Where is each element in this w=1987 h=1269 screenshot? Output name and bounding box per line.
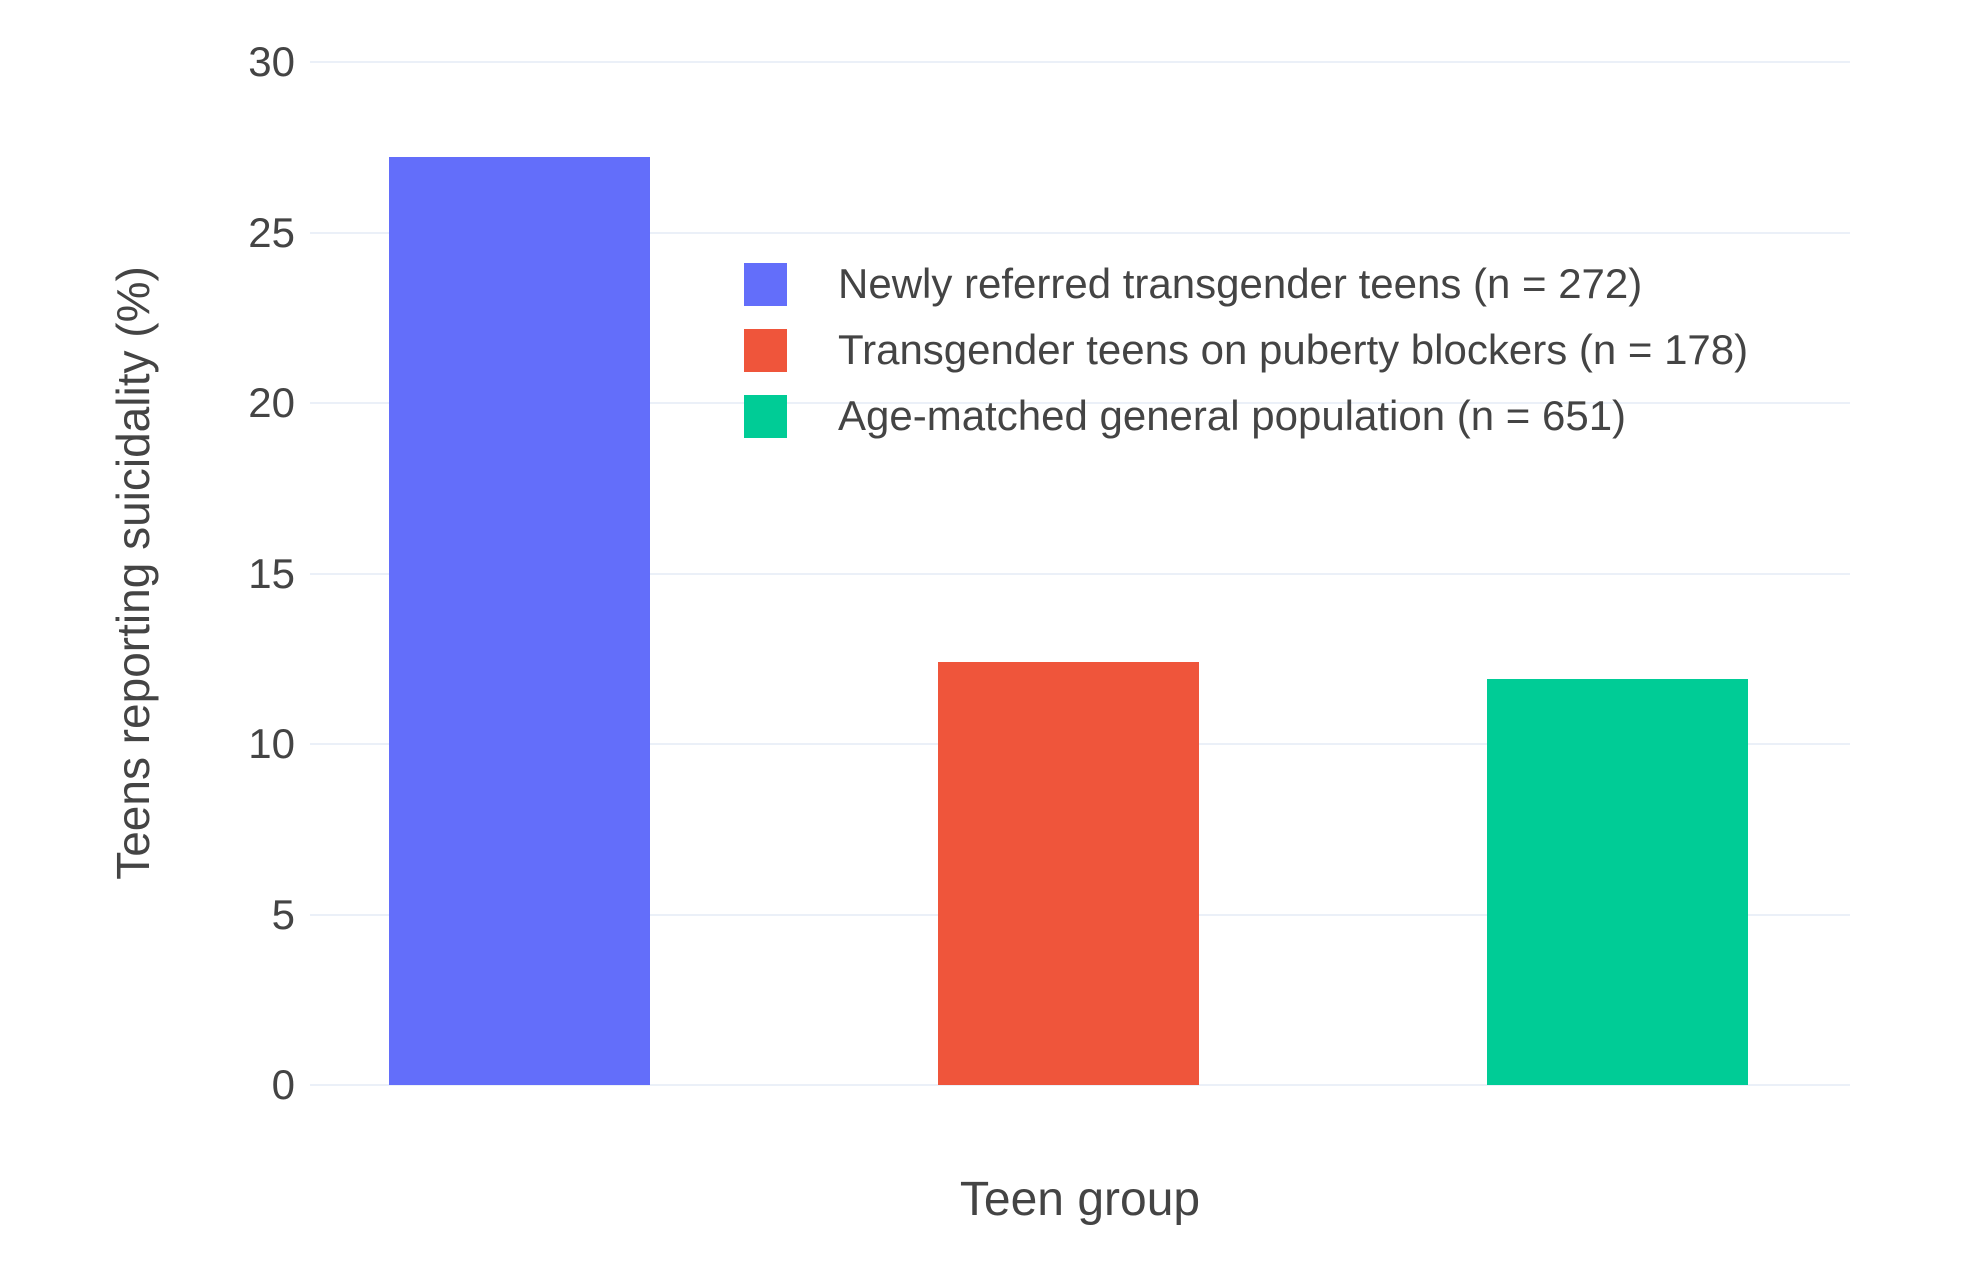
gridline-y-25: [310, 231, 1850, 234]
y-tick-label-25: 25: [248, 208, 295, 256]
legend-item-1[interactable]: Transgender teens on puberty blockers (n…: [744, 317, 1748, 383]
bar-0[interactable]: [388, 157, 650, 1085]
legend-label: Newly referred transgender teens (n = 27…: [838, 260, 1643, 307]
gridline-y-15: [310, 572, 1850, 575]
gridline-y-30: [310, 61, 1850, 63]
plot-area: [310, 61, 1850, 1086]
legend-label: Age-matched general population (n = 651): [838, 392, 1627, 439]
legend-label: Transgender teens on puberty blockers (n…: [838, 326, 1749, 373]
legend: Newly referred transgender teens (n = 27…: [744, 251, 1748, 449]
legend-color-swatch-icon: [744, 328, 787, 372]
x-axis-title: Teen group: [959, 1173, 1201, 1226]
y-tick-label-15: 15: [248, 549, 295, 597]
legend-item-0[interactable]: Newly referred transgender teens (n = 27…: [744, 251, 1748, 317]
legend-item-2[interactable]: Age-matched general population (n = 651): [744, 383, 1748, 449]
bar-2[interactable]: [1486, 679, 1748, 1085]
bar-1[interactable]: [937, 662, 1199, 1085]
gridline-y-0: [310, 1084, 1850, 1086]
y-tick-label-0: 0: [271, 1061, 295, 1108]
legend-color-swatch-icon: [744, 262, 787, 306]
y-tick-label-20: 20: [248, 379, 295, 426]
legend-color-swatch-icon: [744, 394, 787, 438]
y-tick-label-10: 10: [248, 720, 295, 767]
y-tick-label-30: 30: [248, 38, 295, 85]
y-tick-label-5: 5: [271, 890, 295, 938]
gridline-y-20: [310, 402, 1850, 404]
